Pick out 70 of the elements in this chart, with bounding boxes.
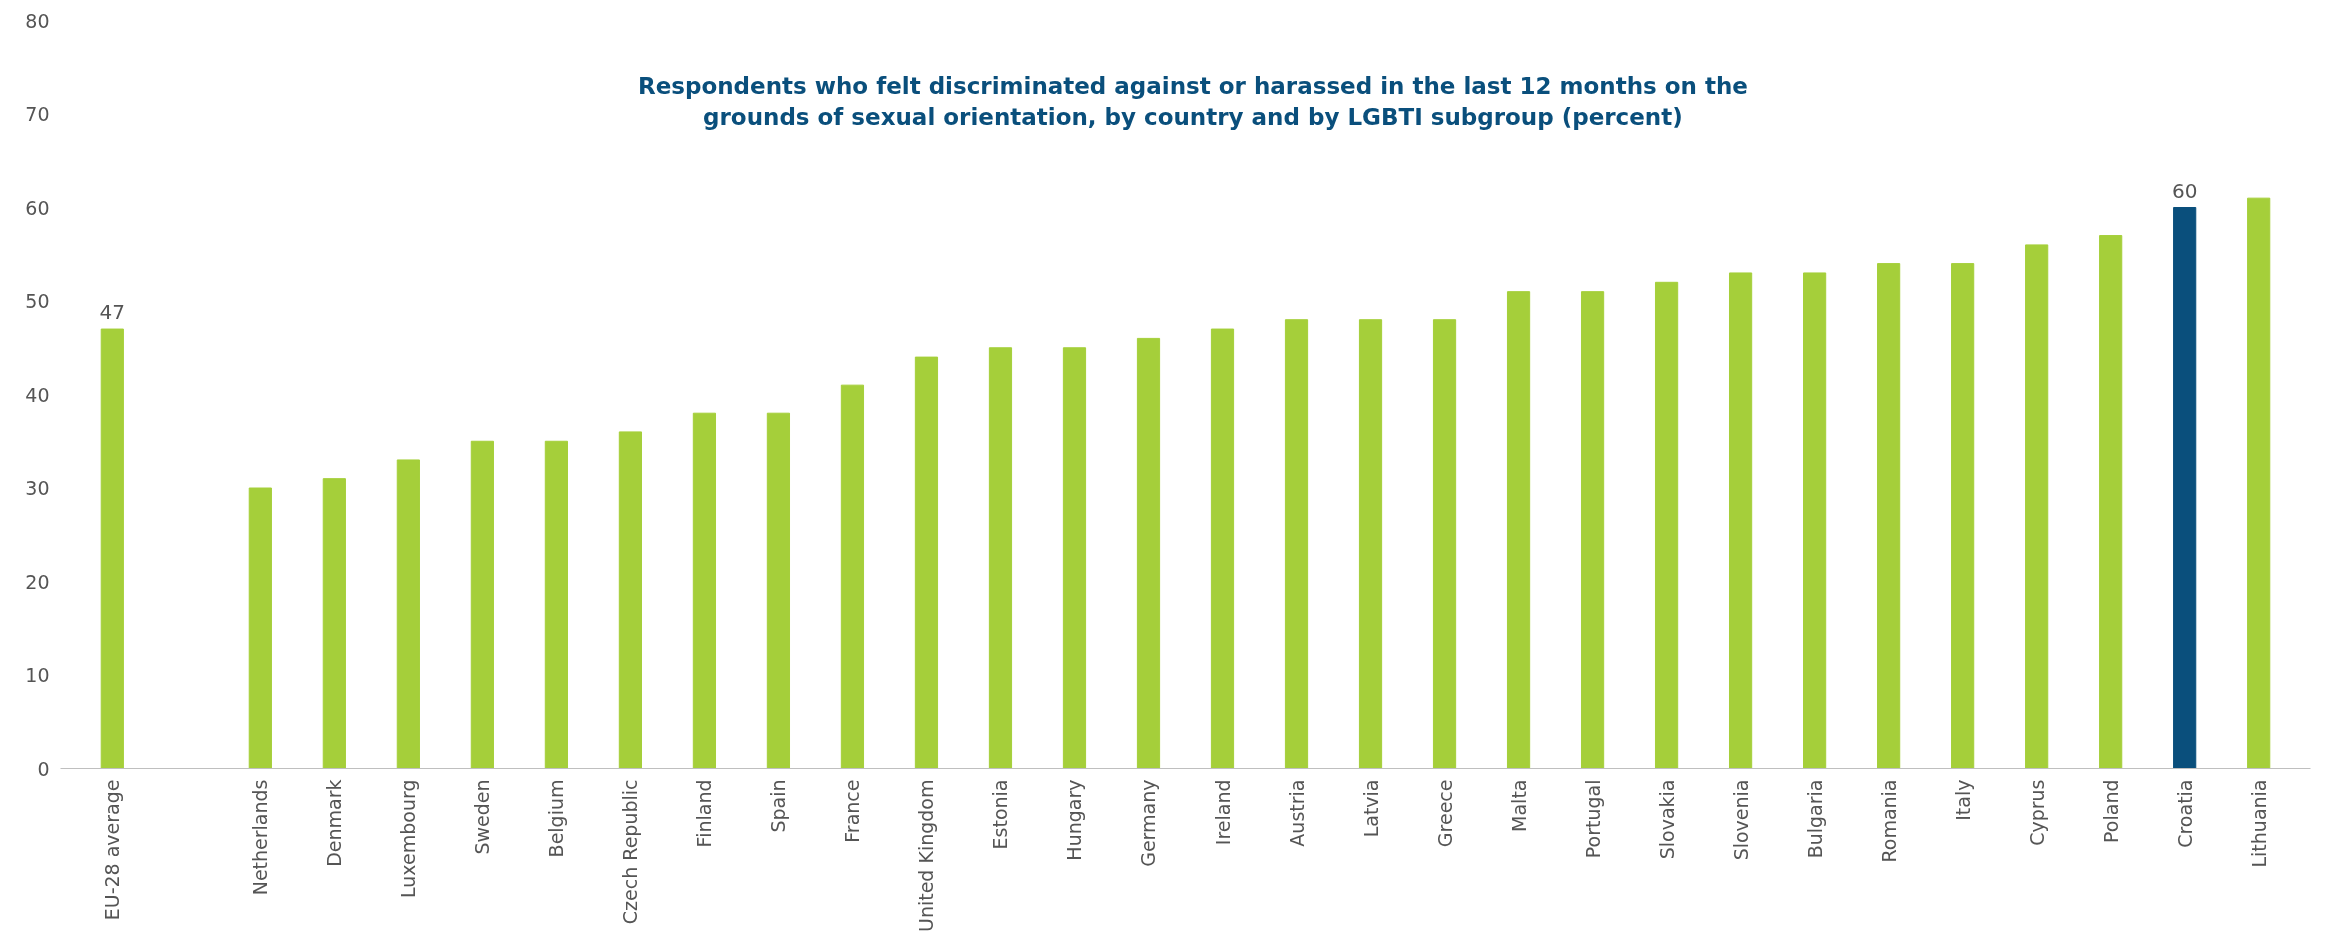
x-tick-label: Estonia [989, 779, 1012, 850]
bar [1506, 291, 1531, 769]
y-tick-label: 70 [25, 103, 50, 125]
text: Respondents who felt discriminated against or harassed in the last 12 months on the grounds of sexual orientation, by country and by LGBTI subgroup (percent) [637, 72, 1748, 131]
bar [248, 487, 272, 769]
bar [1729, 272, 1753, 769]
y-tick-label: 50 [25, 290, 50, 312]
bar [1136, 337, 1161, 769]
x-tick-label: Slovenia [1729, 779, 1752, 861]
x-tick-label: Latvia [1359, 779, 1382, 838]
bar [1062, 347, 1087, 769]
x-tick-label: Bulgaria [1803, 779, 1826, 859]
x-tick-label: France [841, 779, 864, 843]
x-tick-label: Hungary [1063, 779, 1086, 861]
x-tick-label: Denmark [323, 779, 346, 867]
x-tick-label: Slovakia [1655, 779, 1678, 860]
bar [2173, 207, 2197, 769]
x-tick-label: Belgium [545, 779, 568, 858]
bar [1951, 263, 1975, 769]
data-label: 60 [2171, 178, 2198, 203]
bar [766, 412, 791, 769]
bar [988, 347, 1013, 769]
bar [396, 459, 420, 769]
x-tick-label: Romania [1877, 779, 1900, 863]
bar [2099, 235, 2123, 769]
x-tick-label: Sweden [471, 779, 494, 855]
bar [2247, 197, 2271, 769]
bar [1803, 272, 1827, 769]
y-tick-label: 10 [25, 664, 50, 686]
bar [1432, 319, 1457, 769]
x-tick-label: EU-28 average [101, 779, 124, 921]
bar [1358, 319, 1383, 769]
x-tick-label: Lithuania [2247, 779, 2270, 868]
bar [840, 384, 865, 769]
x-tick-label: Finland [693, 779, 716, 848]
x-tick-label: United Kingdom [915, 779, 938, 932]
bar [914, 356, 939, 769]
y-tick-label: 0 [37, 757, 50, 780]
bar [544, 440, 568, 769]
bar [470, 440, 494, 769]
x-tick-label: Czech Republic [619, 779, 642, 925]
x-tick-label: Italy [1951, 779, 1974, 821]
bar [1654, 281, 1679, 769]
x-tick-label: Germany [1137, 779, 1160, 867]
bar [692, 412, 717, 769]
x-tick-label: Cyprus [2025, 779, 2048, 846]
y-tick-label: 80 [25, 9, 50, 32]
bar [2025, 244, 2049, 769]
y-tick-label: 20 [25, 570, 50, 593]
bar [1210, 328, 1235, 769]
x-tick-label: Poland [2099, 779, 2122, 843]
bar [1580, 291, 1605, 769]
y-tick-label: 60 [25, 196, 50, 219]
y-tick-label: 30 [25, 477, 50, 499]
bar [1877, 263, 1901, 769]
y-tick-label: 40 [25, 383, 50, 406]
bar [100, 328, 124, 769]
x-tick-label: Ireland [1211, 779, 1234, 846]
x-tick-label: Luxembourg [397, 779, 420, 898]
x-tick-label: Portugal [1581, 779, 1604, 859]
bar [1284, 319, 1309, 769]
x-tick-label: Austria [1285, 779, 1308, 847]
x-tick-label: Spain [767, 779, 790, 833]
x-tick-label: Croatia [2173, 779, 2196, 848]
data-label: 47 [99, 300, 126, 325]
x-tick-label: Netherlands [249, 779, 272, 896]
x-tick-label: Greece [1433, 779, 1456, 848]
bar [618, 431, 642, 769]
x-tick-label: Malta [1507, 779, 1530, 832]
bar [322, 478, 346, 769]
